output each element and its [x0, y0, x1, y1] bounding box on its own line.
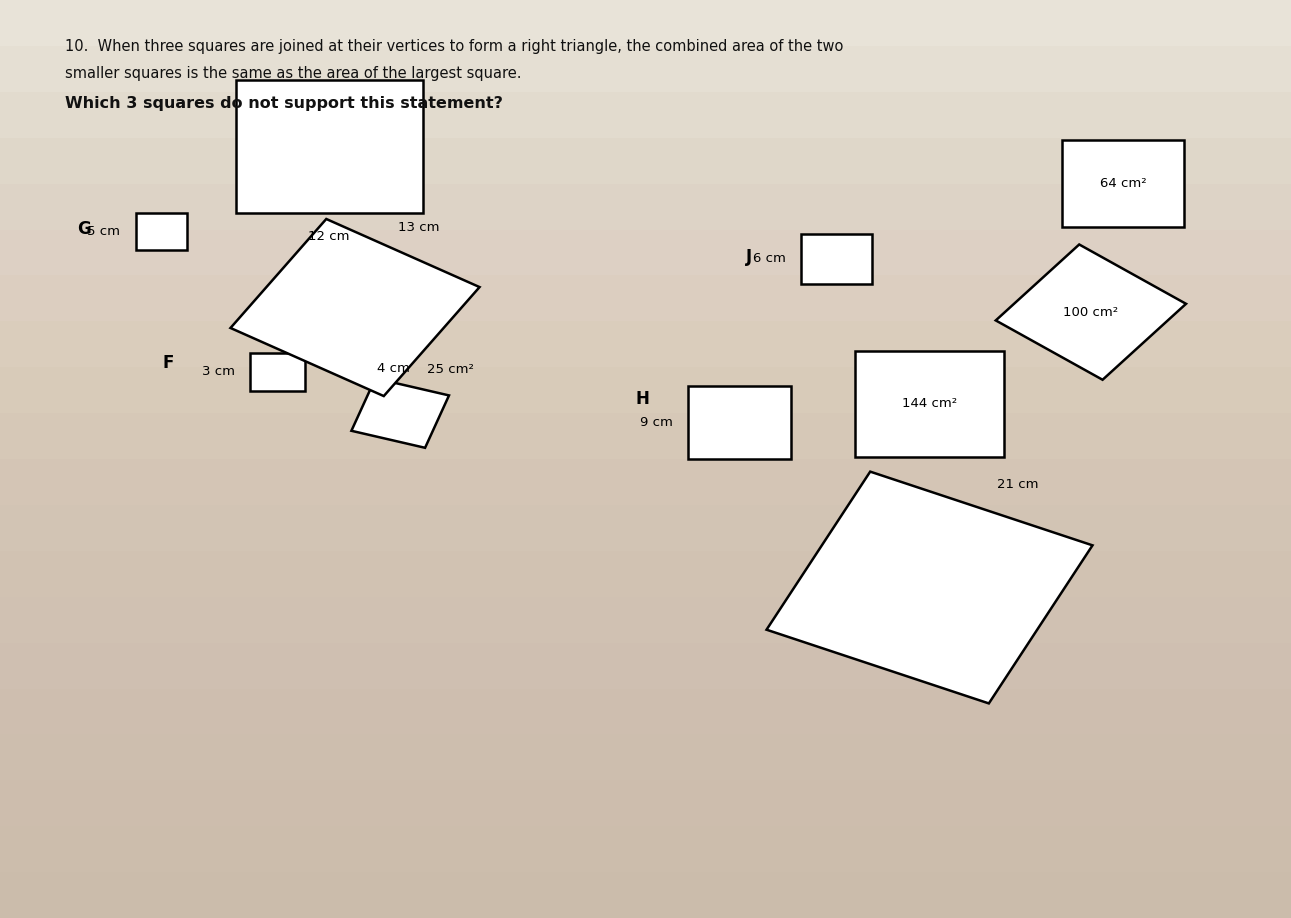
- Text: 3 cm: 3 cm: [201, 365, 235, 378]
- Text: 12 cm: 12 cm: [309, 230, 350, 243]
- Polygon shape: [767, 472, 1092, 703]
- Bar: [0, 275, 1291, 918]
- Polygon shape: [250, 353, 305, 391]
- Text: 5 cm: 5 cm: [86, 225, 120, 238]
- Polygon shape: [360, 297, 427, 345]
- Bar: [0, 551, 1291, 918]
- Polygon shape: [856, 351, 1004, 456]
- Text: smaller squares is the same as the area of the largest square.: smaller squares is the same as the area …: [65, 66, 522, 81]
- Text: 100 cm²: 100 cm²: [1064, 306, 1118, 319]
- Text: 144 cm²: 144 cm²: [902, 397, 957, 410]
- Bar: [0, 643, 1291, 918]
- Polygon shape: [235, 80, 423, 214]
- Polygon shape: [688, 386, 791, 459]
- Text: 13 cm: 13 cm: [398, 221, 439, 234]
- Polygon shape: [800, 234, 873, 284]
- Text: 21 cm: 21 cm: [997, 478, 1039, 491]
- Polygon shape: [231, 219, 479, 396]
- Bar: [0, 597, 1291, 918]
- Text: Which 3 squares do not support this statement?: Which 3 squares do not support this stat…: [65, 96, 502, 111]
- Text: 4 cm: 4 cm: [377, 362, 411, 375]
- Polygon shape: [995, 244, 1186, 380]
- Bar: [0, 826, 1291, 918]
- Bar: [0, 734, 1291, 918]
- Bar: [0, 780, 1291, 918]
- Text: 10.  When three squares are joined at their vertices to form a right triangle, t: 10. When three squares are joined at the…: [65, 39, 843, 53]
- Bar: [0, 459, 1291, 918]
- Bar: [0, 367, 1291, 918]
- Text: J: J: [746, 248, 751, 266]
- Bar: [0, 230, 1291, 918]
- Bar: [0, 688, 1291, 918]
- Text: G: G: [77, 220, 90, 239]
- Polygon shape: [136, 213, 187, 250]
- Polygon shape: [351, 378, 449, 448]
- Bar: [0, 184, 1291, 918]
- Bar: [0, 413, 1291, 918]
- Text: 9 cm: 9 cm: [640, 416, 673, 429]
- Text: H: H: [636, 390, 649, 409]
- Bar: [0, 505, 1291, 918]
- Bar: [0, 138, 1291, 918]
- Polygon shape: [1062, 140, 1185, 227]
- Text: 6 cm: 6 cm: [753, 252, 786, 265]
- Text: 64 cm²: 64 cm²: [1100, 177, 1146, 190]
- Text: 25 cm²: 25 cm²: [427, 364, 474, 376]
- Bar: [0, 872, 1291, 918]
- Text: F: F: [163, 353, 173, 372]
- Bar: [0, 321, 1291, 918]
